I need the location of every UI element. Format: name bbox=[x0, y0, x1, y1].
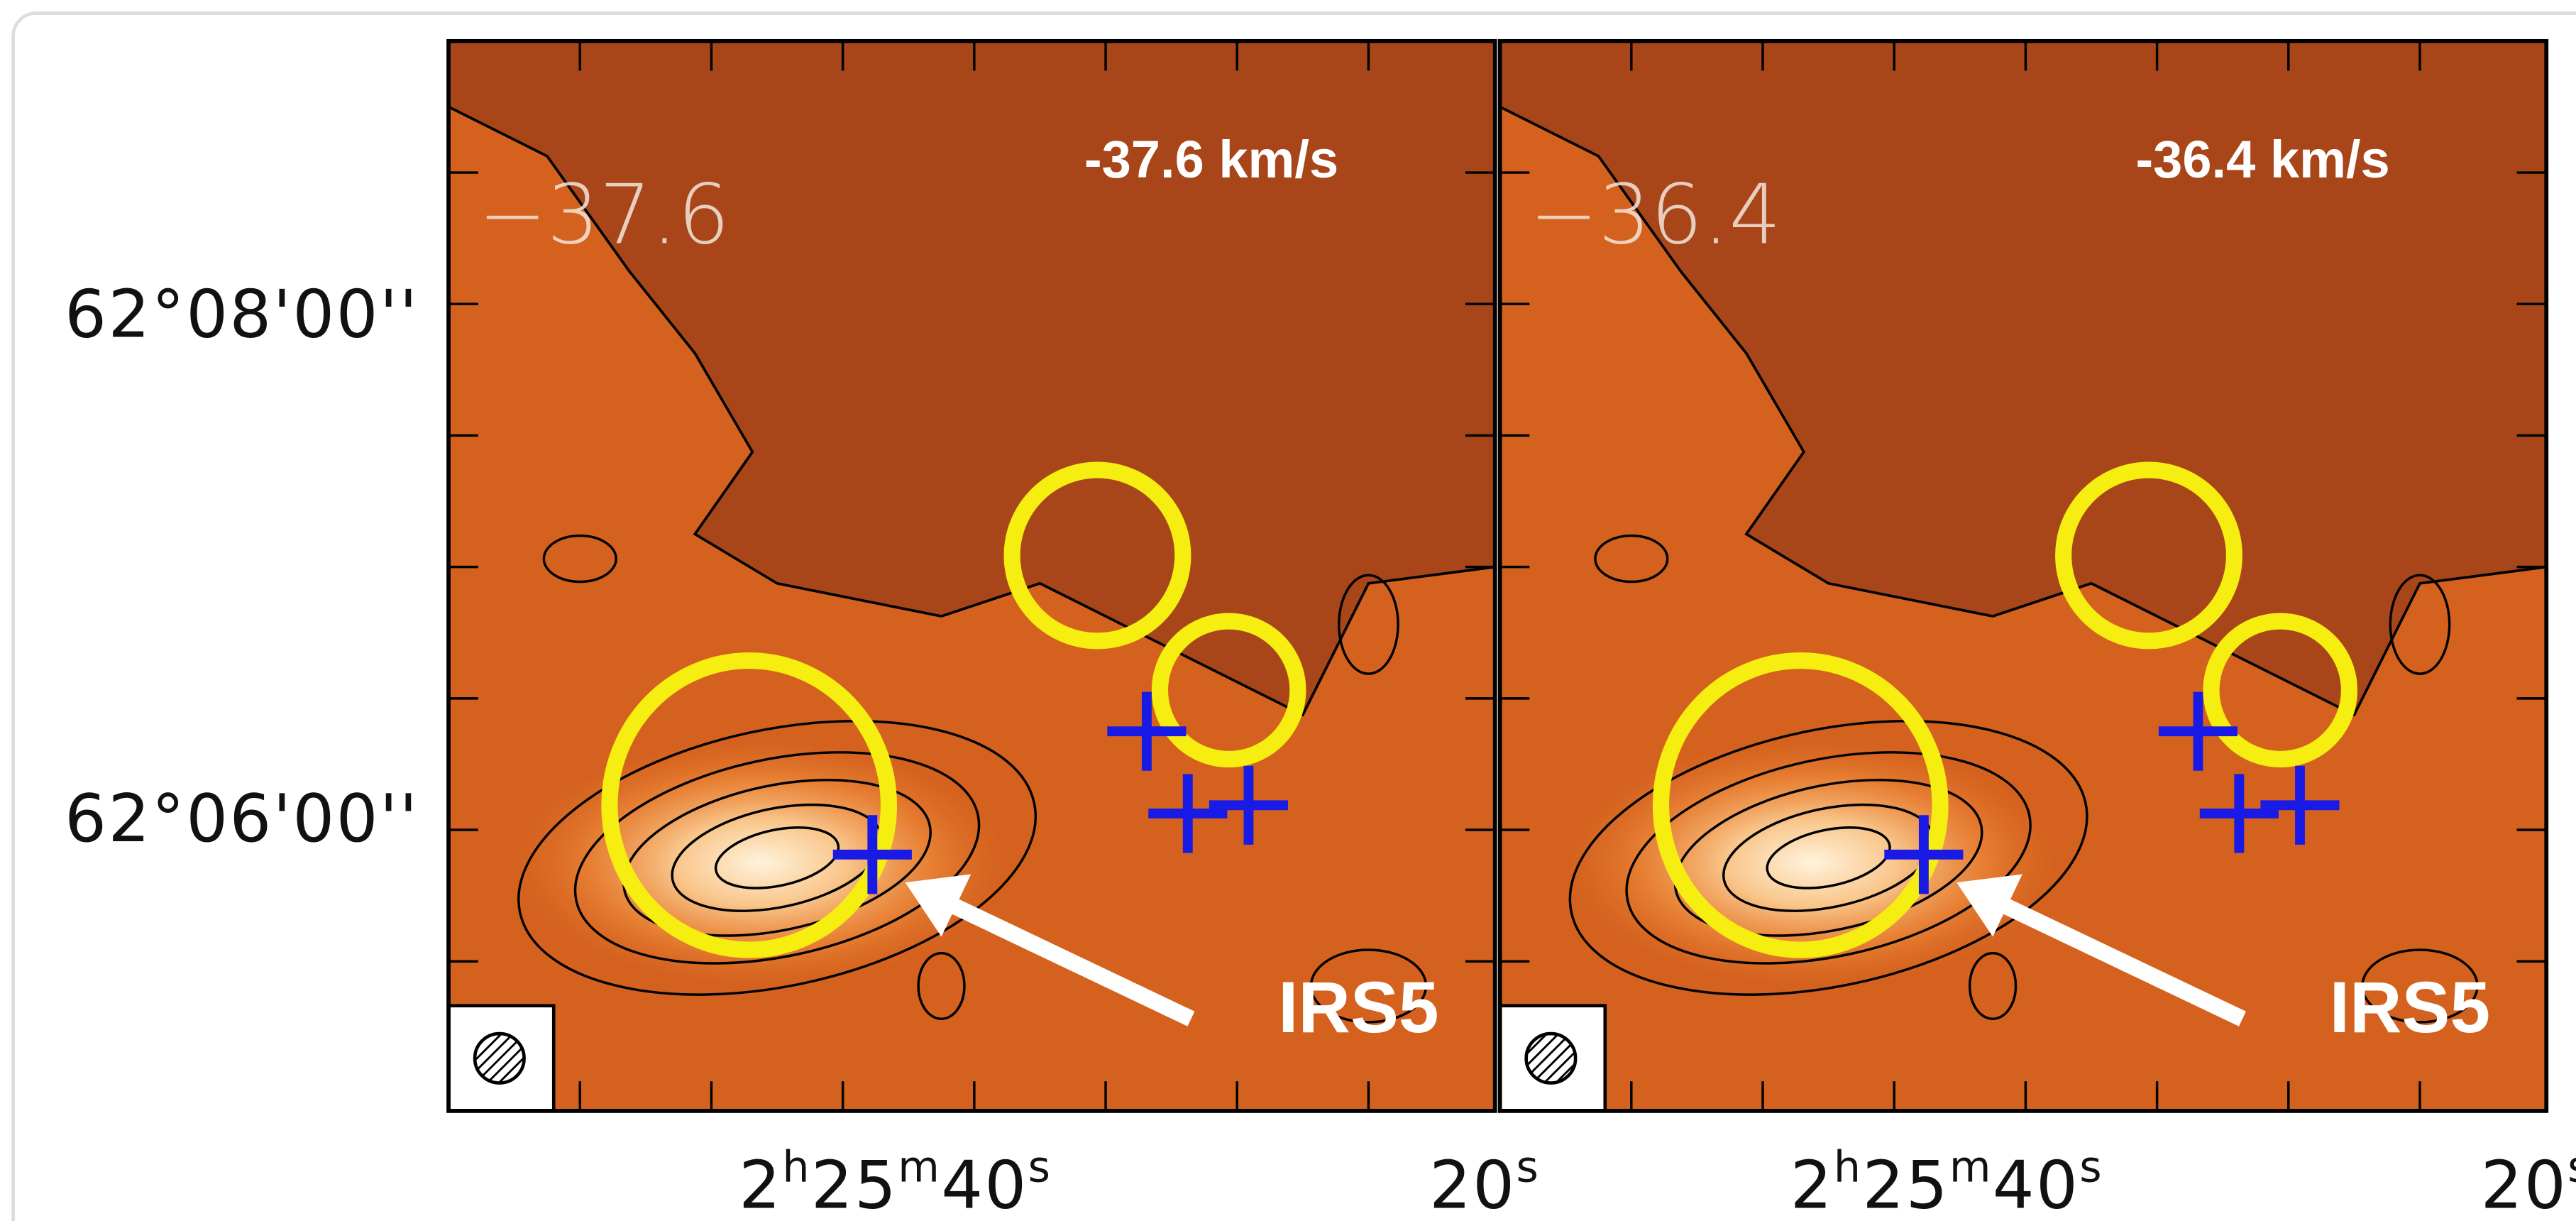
ra-part: 2 bbox=[1790, 1146, 1834, 1221]
velocity-label: -37.6 km/s bbox=[1084, 130, 1338, 189]
dec-label: 62°06'00'' bbox=[65, 780, 419, 857]
ra-part: 40 bbox=[1993, 1146, 2079, 1221]
beam bbox=[475, 1034, 524, 1083]
ra-part: 25 bbox=[811, 1146, 898, 1221]
source-label: IRS5 bbox=[2330, 967, 2490, 1048]
dec-label: 62°08'00'' bbox=[65, 276, 419, 353]
panel: −37.6 -37.6 km/s IRS5 bbox=[448, 41, 1495, 1111]
velocity-label: -36.4 km/s bbox=[2136, 130, 2390, 189]
ra-part: 20 bbox=[1429, 1146, 1516, 1221]
source-label: IRS5 bbox=[1278, 967, 1438, 1048]
ra-part: 20 bbox=[2481, 1146, 2567, 1221]
ra-part: 25 bbox=[1862, 1146, 1949, 1221]
ra-part: 2 bbox=[739, 1146, 782, 1221]
ra-part: m bbox=[898, 1142, 941, 1192]
ra-part: s bbox=[1028, 1142, 1052, 1192]
ra-part: 40 bbox=[941, 1146, 1028, 1221]
ra-part: h bbox=[1834, 1142, 1862, 1192]
channel-label: −36.4 bbox=[1529, 168, 1781, 263]
ra-part: s bbox=[2079, 1142, 2103, 1192]
ra-part: s bbox=[2567, 1142, 2576, 1192]
beam bbox=[1526, 1034, 1575, 1083]
page: {"y_axis": {"labels": ["62°08'00''", "62… bbox=[0, 0, 2576, 1221]
figure: 62°08'00'' 62°06'00'' −37.6 -37.6 km/s IRS… bbox=[0, 0, 2576, 1221]
ra-part: h bbox=[782, 1142, 810, 1192]
ra-part: s bbox=[1517, 1142, 1541, 1192]
panel: −36.4 -36.4 km/s IRS5 bbox=[1500, 41, 2547, 1111]
channel-label: −37.6 bbox=[478, 168, 730, 263]
ra-part: m bbox=[1949, 1142, 1993, 1192]
ra-label: 20s bbox=[2481, 1142, 2576, 1221]
